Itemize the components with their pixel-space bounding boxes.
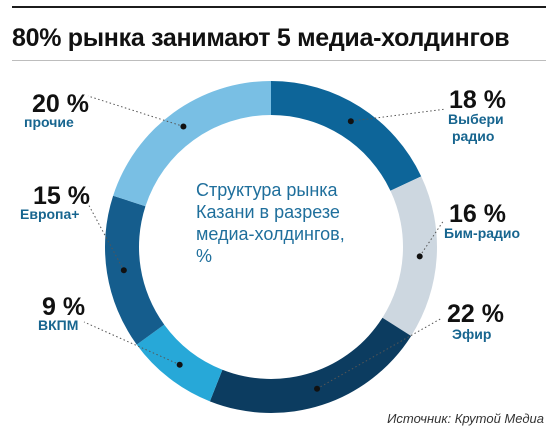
headline-separator	[12, 60, 546, 61]
slice-label-evropa: Европа+	[20, 206, 80, 222]
leader-line-прочие	[87, 95, 184, 127]
donut-slice-эфир	[209, 317, 412, 413]
slice-label-prochie: прочие	[24, 114, 74, 130]
donut-slice-прочие	[113, 80, 271, 207]
leader-line-вкпм	[83, 321, 180, 366]
slice-value-efir: 22 %	[447, 300, 504, 328]
center-caption-line: медиа-холдингов,	[196, 224, 345, 244]
slice-marker-dot-выбери-радио	[347, 118, 354, 125]
slice-label-vyberi-radio-line1: Выбери	[448, 111, 504, 127]
slice-label-bim-radio: Бим-радио	[444, 225, 521, 241]
center-caption-line: Структура рынка	[196, 180, 338, 200]
donut-slice-выбери-радио	[271, 81, 422, 191]
slice-marker-dot-прочие	[180, 123, 187, 130]
slice-label-vyberi-radio-line2: радио	[452, 128, 495, 144]
center-caption-line: %	[196, 246, 213, 266]
slice-label-vkpm: ВКПМ	[38, 317, 79, 333]
slice-marker-dot-вкпм	[176, 361, 183, 368]
slice-value-vkpm: 9 %	[42, 293, 86, 321]
slice-marker-dot-эфир	[314, 385, 321, 392]
leader-line-европа-	[85, 199, 125, 271]
top-rule	[12, 6, 546, 8]
donut-center-caption: Структура рынка Казани в разрезе медиа-х…	[196, 179, 376, 267]
slice-value-bim-radio: 16 %	[449, 200, 506, 228]
chart-headline: 80% рынка занимают 5 медиа-холдингов	[12, 24, 510, 52]
slice-marker-dot-европа-	[120, 267, 127, 274]
slice-marker-dot-бим-радио	[416, 253, 423, 260]
slice-label-efir: Эфир	[452, 326, 492, 342]
donut-slice-бим-радио	[382, 176, 437, 336]
slice-value-vyberi-radio: 18 %	[449, 86, 506, 114]
source-note: Источник: Крутой Медиа	[387, 411, 544, 426]
slice-value-evropa: 15 %	[33, 182, 90, 210]
slice-value-prochie: 20 %	[32, 90, 89, 118]
center-caption-line: Казани в разрезе	[196, 202, 340, 222]
leader-line-бим-радио	[419, 219, 445, 257]
donut-slice-европа-	[104, 195, 165, 345]
